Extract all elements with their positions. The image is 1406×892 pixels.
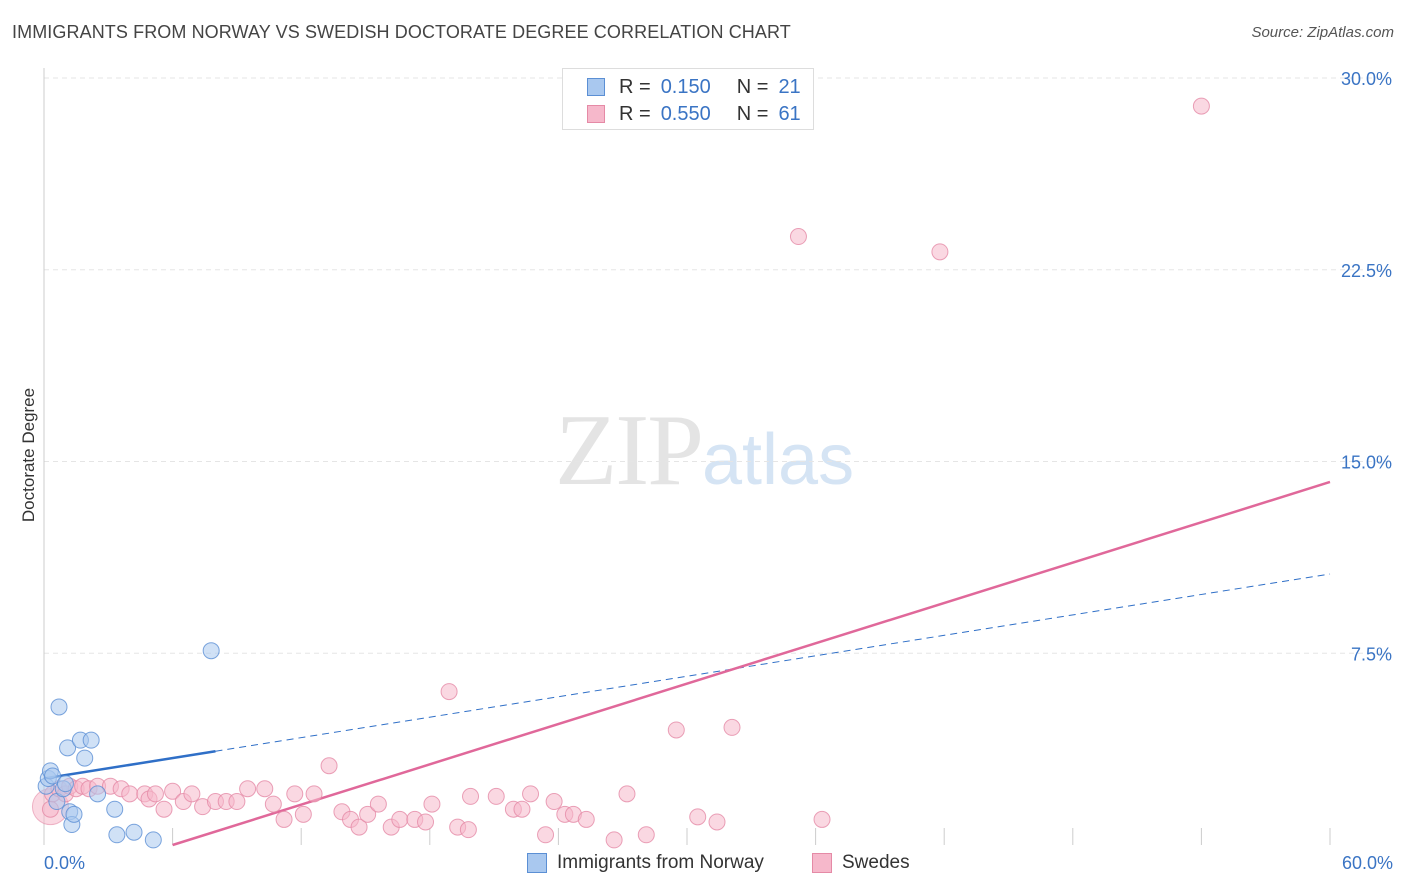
swedes-point [121, 785, 139, 803]
swedes-point [545, 793, 563, 811]
swedes-point [637, 826, 655, 844]
swedes-point [513, 800, 531, 818]
legend-r-value: 0.550 [660, 102, 711, 125]
swedes-point [359, 805, 377, 823]
y-tick-label: 15.0% [1341, 453, 1392, 473]
swedes-point [605, 831, 623, 849]
y-axis-label: Doctorate Degree [19, 387, 38, 523]
norway-point [82, 731, 100, 749]
points-layer [31, 97, 1210, 849]
legend-n-value: 21 [778, 75, 801, 98]
watermark: ZIPatlas [555, 400, 854, 502]
norway-point [106, 800, 124, 818]
legend-row-norway: R = 0.150 N = 21 [587, 75, 801, 99]
bottom-legend-label-swedes: Swedes [842, 852, 910, 873]
y-tick-label: 30.0% [1341, 69, 1392, 89]
legend-swatch-swedes [587, 105, 605, 123]
swedes-point [350, 818, 368, 836]
legend-swatch-norway [587, 78, 605, 96]
norway-point [65, 805, 83, 823]
swedes-point [487, 787, 505, 805]
tick-labels: 7.5% 15.0% 22.5% 30.0% 0.0% 60.0% [44, 69, 1393, 873]
swedes-point [462, 787, 480, 805]
norway-point [108, 826, 126, 844]
swedes-point [320, 757, 338, 775]
chart-title: IMMIGRANTS FROM NORWAY VS SWEDISH DOCTOR… [12, 22, 791, 42]
norway-trend-line-extrapolated [215, 573, 1331, 752]
swedes-point [239, 780, 257, 798]
norway-point [76, 749, 94, 767]
swedes-trend-line [172, 480, 1331, 847]
norway-point [56, 775, 74, 793]
swedes-point [275, 810, 293, 828]
legend-r-label: R = [619, 75, 651, 98]
swedes-point [228, 793, 246, 811]
swedes-point [813, 810, 831, 828]
swedes-point [522, 785, 540, 803]
swedes-point [577, 810, 595, 828]
legend-r-value: 0.150 [660, 75, 711, 98]
swedes-point [391, 810, 409, 828]
swedes-point [423, 795, 441, 813]
source-credit: Source: ZipAtlas.com [1251, 24, 1394, 41]
swedes-point [618, 785, 636, 803]
swedes-point [789, 228, 807, 246]
swedes-point [440, 683, 458, 701]
correlation-legend: R = 0.150 N = 21 R = 0.550 N = 61 [562, 68, 814, 130]
norway-point [44, 767, 62, 785]
watermark-atlas: atlas [702, 420, 855, 500]
trend-layer [43, 480, 1331, 847]
swedes-point [537, 826, 555, 844]
norway-point [144, 831, 162, 849]
legend-n-label: N = [736, 75, 769, 98]
legend-n-value: 61 [778, 102, 801, 125]
bottom-legend-swatch-norway [527, 853, 547, 873]
bottom-legend-swatch-swedes [812, 853, 832, 873]
norway-point [50, 698, 68, 716]
norway-trend-line [43, 750, 216, 780]
norway-point [59, 739, 77, 757]
legend-row-swedes: R = 0.550 N = 61 [587, 102, 801, 126]
axis-layer [43, 68, 1331, 845]
norway-point [89, 785, 107, 803]
grid-layer [44, 77, 1390, 654]
swedes-point [155, 800, 173, 818]
swedes-point [723, 718, 741, 736]
bottom-legend-label-norway: Immigrants from Norway [557, 852, 764, 873]
swedes-point [286, 785, 304, 803]
swedes-point [256, 780, 274, 798]
bottom-legend-swedes[interactable]: Swedes [812, 852, 910, 874]
swedes-point [931, 243, 949, 261]
legend-n-label: N = [736, 102, 769, 125]
swedes-point [146, 785, 164, 803]
swedes-point [667, 721, 685, 739]
x-tick-label: 0.0% [44, 853, 85, 873]
swedes-point [1192, 97, 1210, 115]
swedes-point [294, 805, 312, 823]
y-tick-label: 22.5% [1341, 261, 1392, 281]
bottom-legend-norway[interactable]: Immigrants from Norway [527, 852, 764, 874]
swedes-point [689, 808, 707, 826]
swedes-point [417, 813, 435, 831]
swedes-point [369, 795, 387, 813]
swedes-point [459, 821, 477, 839]
norway-point [125, 823, 143, 841]
legend-r-label: R = [619, 102, 651, 125]
swedes-point [164, 782, 182, 800]
watermark-zip: ZIP [555, 394, 704, 507]
swedes-point [183, 785, 201, 803]
swedes-point [264, 795, 282, 813]
x-tick-label: 60.0% [1342, 853, 1393, 873]
swedes-point [708, 813, 726, 831]
y-tick-label: 7.5% [1351, 644, 1392, 664]
norway-point [202, 642, 220, 660]
swedes-point [305, 785, 323, 803]
